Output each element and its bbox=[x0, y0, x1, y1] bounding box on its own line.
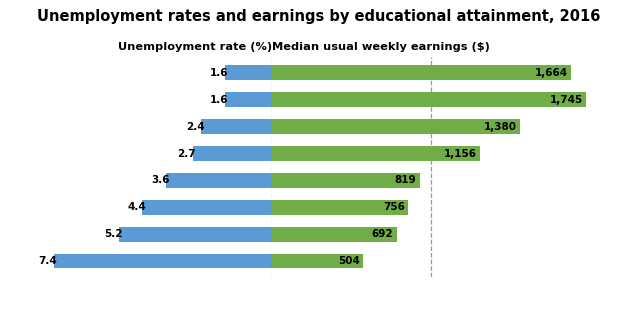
Text: Unemployment rates and earnings by educational attainment, 2016: Unemployment rates and earnings by educa… bbox=[37, 9, 601, 25]
Bar bbox=[142, 200, 272, 215]
Text: Unemployment rate (%): Unemployment rate (%) bbox=[118, 42, 272, 52]
Text: 1,664: 1,664 bbox=[535, 68, 568, 78]
Bar bbox=[272, 66, 571, 80]
Text: 1.6: 1.6 bbox=[210, 68, 228, 78]
Bar bbox=[272, 146, 480, 161]
Text: 4.4: 4.4 bbox=[127, 202, 146, 212]
Bar bbox=[202, 119, 272, 134]
Text: 5.2: 5.2 bbox=[104, 229, 122, 239]
Bar bbox=[193, 146, 272, 161]
Text: 756: 756 bbox=[383, 202, 405, 212]
Bar bbox=[272, 200, 408, 215]
Text: 1,380: 1,380 bbox=[484, 122, 517, 132]
Bar bbox=[272, 254, 363, 268]
Text: 2.4: 2.4 bbox=[186, 122, 205, 132]
Text: 1,745: 1,745 bbox=[549, 95, 582, 105]
Text: 692: 692 bbox=[372, 229, 394, 239]
Text: 3.6: 3.6 bbox=[151, 175, 170, 186]
Text: 7.4: 7.4 bbox=[38, 256, 57, 266]
Text: 1.6: 1.6 bbox=[210, 95, 228, 105]
Text: Median usual weekly earnings ($): Median usual weekly earnings ($) bbox=[272, 42, 491, 52]
Bar bbox=[54, 254, 272, 268]
Bar bbox=[225, 92, 272, 107]
Bar bbox=[272, 119, 520, 134]
Bar bbox=[166, 173, 272, 188]
Text: 1,156: 1,156 bbox=[444, 148, 477, 158]
Text: 2.7: 2.7 bbox=[177, 148, 196, 158]
Bar bbox=[272, 173, 420, 188]
Text: 504: 504 bbox=[338, 256, 360, 266]
Bar bbox=[225, 66, 272, 80]
Bar bbox=[272, 227, 397, 242]
Text: 819: 819 bbox=[395, 175, 416, 186]
Bar bbox=[119, 227, 272, 242]
Bar bbox=[272, 92, 586, 107]
